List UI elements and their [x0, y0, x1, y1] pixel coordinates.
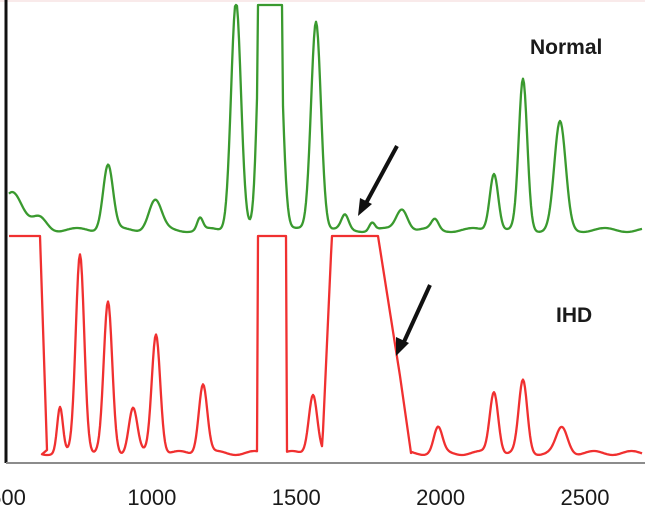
normal-label: Normal — [530, 36, 602, 59]
x-tick-labels: 500 1000 1500 2000 2500 — [0, 485, 609, 510]
x-tick-label: 2000 — [416, 485, 465, 510]
ihd-series-line — [8, 234, 643, 457]
x-tick-label: 500 — [0, 485, 26, 510]
x-tick-label: 1500 — [272, 485, 321, 510]
normal-series-line — [8, 3, 643, 234]
ihd-arrow — [396, 284, 432, 356]
x-tick-label: 2500 — [561, 485, 610, 510]
x-tick-label: 1000 — [127, 485, 176, 510]
normal-arrow — [358, 145, 399, 216]
ihd-label: IHD — [556, 304, 592, 327]
